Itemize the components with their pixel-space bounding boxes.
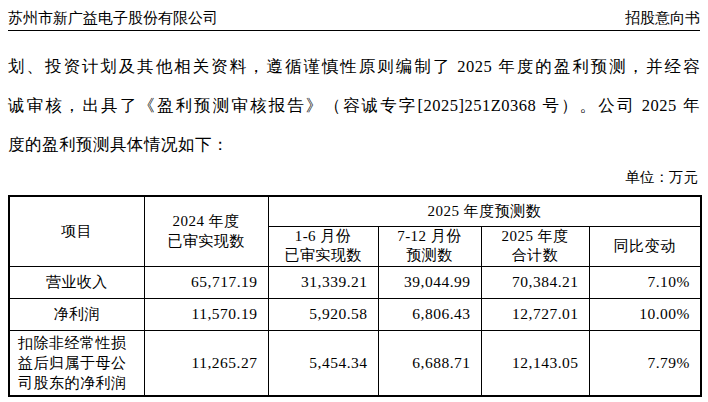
header-2025-h2: 7-12 月份 预测数 [378, 226, 481, 266]
paragraph-line: 划、投资计划及其他相关资料，遵循谨慎性原则编制了 2025 年度的盈利预测，并经… [8, 47, 700, 86]
cell-2024-actual: 11,265.27 [144, 330, 268, 396]
row-label: 营业收入 [9, 266, 144, 298]
cell-2024-actual: 65,717.19 [144, 266, 268, 298]
row-label: 净利润 [9, 298, 144, 330]
table-header-row-group: 项目 2024 年度 已审实现数 2025 年度预测数 [9, 196, 701, 226]
header-2025-h1: 1-6 月份 已审实现数 [268, 226, 378, 266]
cell-2025-total: 12,727.01 [481, 298, 589, 330]
table-row-deducted-net-profit: 扣除非经常性损益后归属于母公司股东的净利润 11,265.27 5,454.34… [9, 330, 701, 396]
cell-yoy: 7.10% [589, 266, 701, 298]
header-2025-forecast-group: 2025 年度预测数 [268, 196, 701, 226]
cell-2025-h1: 5,920.58 [268, 298, 378, 330]
header-2025-total: 2025 年度 合计数 [481, 226, 589, 266]
body-paragraph: 划、投资计划及其他相关资料，遵循谨慎性原则编制了 2025 年度的盈利预测，并经… [8, 47, 700, 164]
table-row-net-profit: 净利润 11,570.19 5,920.58 6,806.43 12,727.0… [9, 298, 701, 330]
cell-yoy: 7.79% [589, 330, 701, 396]
cell-2025-total: 70,384.21 [481, 266, 589, 298]
table-row-revenue: 营业收入 65,717.19 31,339.21 39,044.99 70,38… [9, 266, 701, 298]
cell-2025-h1: 31,339.21 [268, 266, 378, 298]
prospectus-page: 苏州市新广益电子股份有限公司 招股意向书 划、投资计划及其他相关资料，遵循谨慎性… [0, 0, 708, 402]
header-2024-actual: 2024 年度 已审实现数 [144, 196, 268, 266]
header-item: 项目 [9, 196, 144, 266]
cell-2024-actual: 11,570.19 [144, 298, 268, 330]
document-type-label: 招股意向书 [625, 9, 700, 27]
paragraph-line: 度的盈利预测具体情况如下： [8, 125, 700, 164]
cell-yoy: 10.00% [589, 298, 701, 330]
cell-2025-h1: 5,454.34 [268, 330, 378, 396]
company-name: 苏州市新广益电子股份有限公司 [8, 9, 218, 27]
cell-2025-h2: 6,806.43 [378, 298, 481, 330]
paragraph-line: 诚审核，出具了《盈利预测审核报告》（容诚专字[2025]251Z0368 号）。… [8, 86, 700, 125]
header-yoy-change: 同比变动 [589, 226, 701, 266]
unit-note: 单位：万元 [0, 166, 698, 188]
cell-2025-h2: 39,044.99 [378, 266, 481, 298]
profit-forecast-table: 项目 2024 年度 已审实现数 2025 年度预测数 1-6 月份 已审实现数… [8, 195, 702, 397]
row-label: 扣除非经常性损益后归属于母公司股东的净利润 [9, 330, 144, 396]
cell-2025-total: 12,143.05 [481, 330, 589, 396]
cell-2025-h2: 6,688.71 [378, 330, 481, 396]
page-header: 苏州市新广益电子股份有限公司 招股意向书 [8, 0, 700, 31]
